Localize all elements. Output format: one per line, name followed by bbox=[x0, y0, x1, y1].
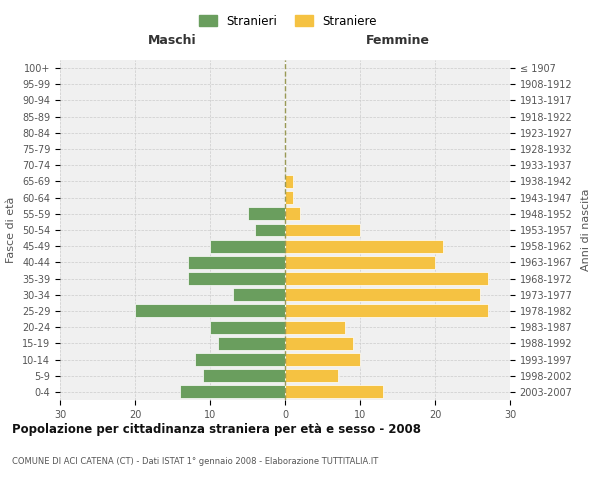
Bar bbox=[285, 320, 345, 334]
Bar bbox=[285, 224, 360, 236]
Text: Popolazione per cittadinanza straniera per età e sesso - 2008: Popolazione per cittadinanza straniera p… bbox=[12, 422, 421, 436]
Bar bbox=[210, 320, 285, 334]
Bar bbox=[233, 288, 285, 301]
Bar bbox=[210, 240, 285, 252]
Bar bbox=[285, 208, 300, 220]
Bar bbox=[285, 288, 480, 301]
Bar bbox=[248, 208, 285, 220]
Bar bbox=[285, 386, 383, 398]
Bar bbox=[285, 175, 293, 188]
Bar bbox=[255, 224, 285, 236]
Bar bbox=[285, 353, 360, 366]
Bar bbox=[285, 337, 353, 350]
Bar bbox=[285, 256, 435, 269]
Bar bbox=[187, 256, 285, 269]
Bar bbox=[285, 369, 337, 382]
Bar bbox=[180, 386, 285, 398]
Bar bbox=[195, 353, 285, 366]
Text: Maschi: Maschi bbox=[148, 34, 197, 47]
Text: COMUNE DI ACI CATENA (CT) - Dati ISTAT 1° gennaio 2008 - Elaborazione TUTTITALIA: COMUNE DI ACI CATENA (CT) - Dati ISTAT 1… bbox=[12, 458, 378, 466]
Text: Femmine: Femmine bbox=[365, 34, 430, 47]
Bar bbox=[285, 191, 293, 204]
Bar bbox=[285, 240, 443, 252]
Bar bbox=[203, 369, 285, 382]
Bar bbox=[187, 272, 285, 285]
Y-axis label: Anni di nascita: Anni di nascita bbox=[581, 188, 591, 271]
Bar bbox=[218, 337, 285, 350]
Bar bbox=[285, 272, 487, 285]
Bar bbox=[285, 304, 487, 318]
Y-axis label: Fasce di età: Fasce di età bbox=[7, 197, 16, 263]
Bar bbox=[135, 304, 285, 318]
Legend: Stranieri, Straniere: Stranieri, Straniere bbox=[194, 10, 382, 32]
